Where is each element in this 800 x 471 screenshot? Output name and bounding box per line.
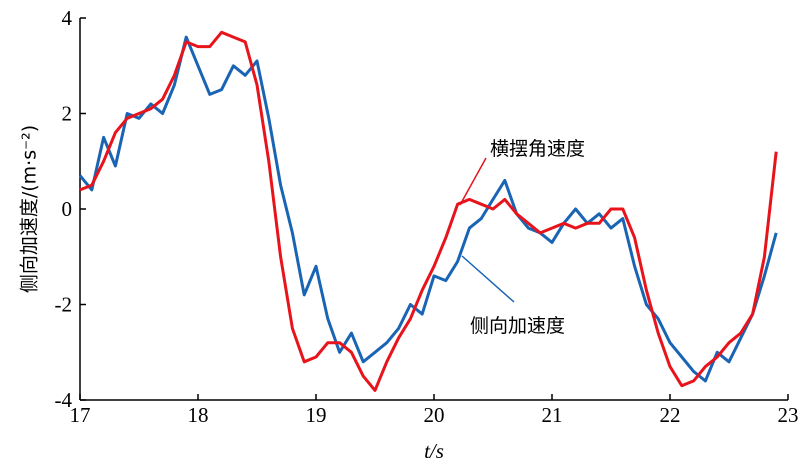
x-tick-label: 17 — [70, 403, 91, 427]
leader-line — [461, 255, 515, 303]
x-tick-label: 19 — [306, 403, 327, 427]
series-label: 横摆角速度 — [490, 138, 585, 160]
series-line — [78, 35, 778, 383]
x-tick-label: 18 — [188, 403, 209, 427]
y-tick-label: -4 — [55, 388, 73, 412]
y-tick-label: 4 — [62, 6, 73, 30]
leader-line — [459, 157, 487, 206]
x-axis-label: t/s — [424, 439, 444, 463]
y-tick-label: 2 — [62, 102, 73, 126]
x-tick-label: 23 — [778, 403, 799, 427]
series-line — [79, 30, 778, 392]
y-tick-label: 0 — [62, 197, 73, 221]
x-tick-label: 21 — [542, 403, 563, 427]
y-tick-label: -2 — [55, 293, 73, 317]
series-label: 侧向加速度 — [470, 315, 565, 337]
x-tick-label: 22 — [660, 403, 681, 427]
y-axis-label: 侧向加速度/(m·s⁻²) — [19, 125, 41, 293]
x-tick-label: 20 — [424, 403, 445, 427]
